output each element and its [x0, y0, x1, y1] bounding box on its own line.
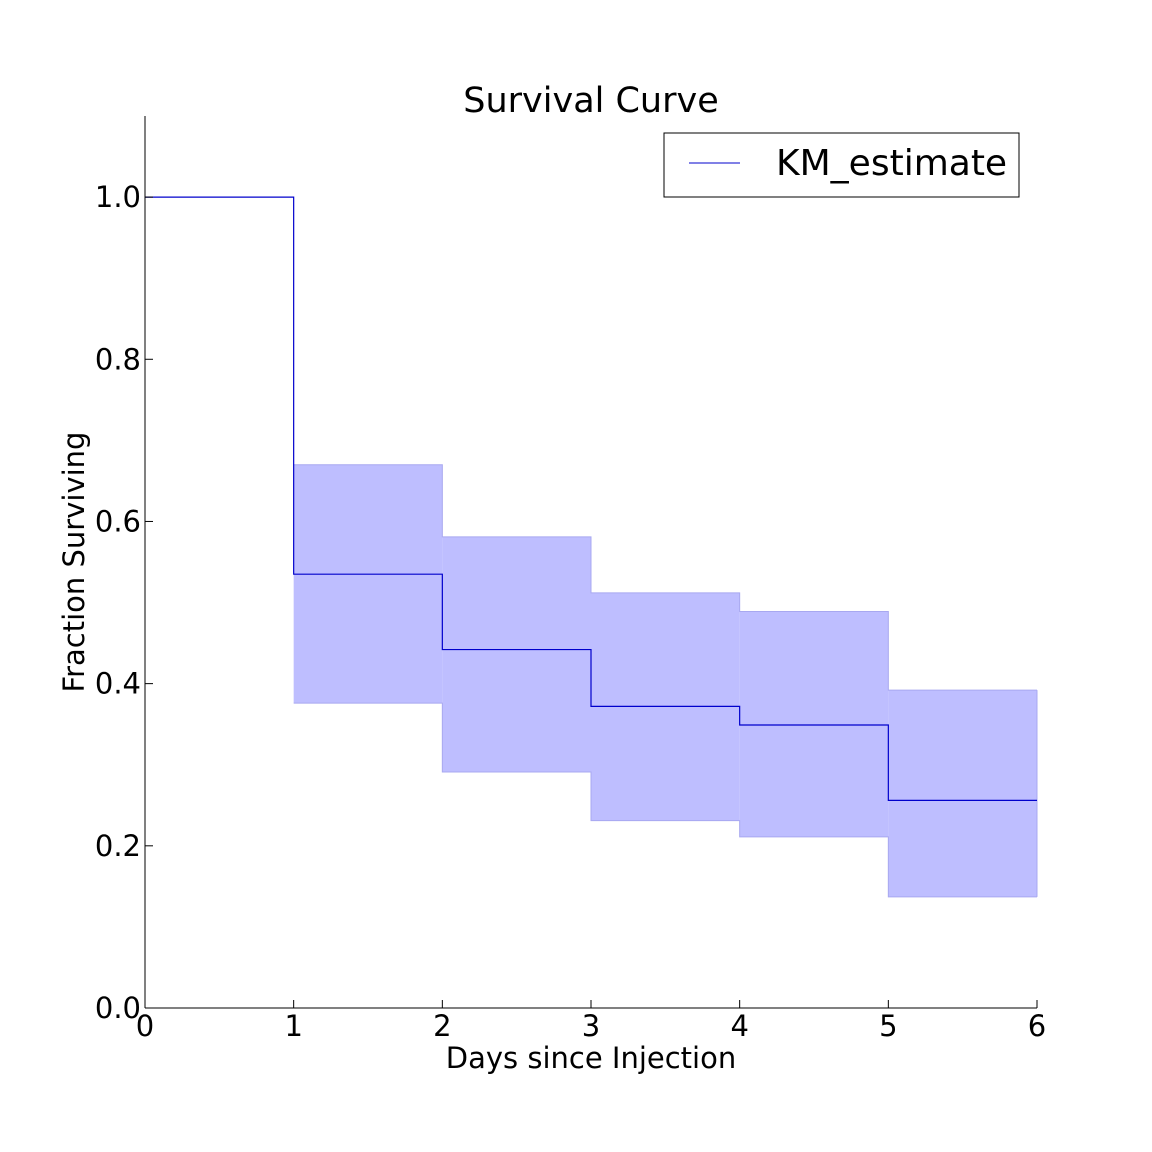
- x-tick-label: 0: [136, 1009, 154, 1043]
- y-axis-ticks: 0.0 0.2 0.4 0.6 0.8 1.0: [95, 180, 153, 1025]
- y-tick-label: 0.0: [95, 991, 141, 1025]
- confidence-band-layer: [293, 464, 1038, 898]
- confidence-band-segment: [293, 464, 443, 704]
- confidence-band-segment: [888, 690, 1037, 897]
- x-tick-label: 3: [582, 1009, 600, 1043]
- confidence-band-upper-edge: [293, 464, 1037, 691]
- x-tick-label: 2: [433, 1009, 451, 1043]
- x-axis-ticks: 0 1 2 3 4 5 6: [136, 1000, 1046, 1043]
- plot-area: 0 1 2 3 4 5 6 0.0 0.2 0.4 0.6 0.8 1.0: [95, 116, 1046, 1043]
- confidence-band-segment: [739, 611, 889, 837]
- series-layer: [145, 196, 1037, 802]
- y-tick-label: 0.4: [95, 667, 141, 701]
- chart-title: Survival Curve: [463, 81, 719, 121]
- series-line-km-estimate: [145, 196, 1037, 802]
- confidence-band-lower-edge: [293, 702, 1037, 898]
- y-tick-label: 0.8: [95, 342, 141, 376]
- y-tick-label: 1.0: [95, 180, 141, 214]
- x-tick-label: 1: [284, 1009, 302, 1043]
- y-axis-label: Fraction Surviving: [57, 432, 91, 693]
- x-axis-label: Days since Injection: [446, 1041, 736, 1075]
- y-tick-label: 0.6: [95, 504, 141, 538]
- legend-label-km-estimate: KM_estimate: [776, 143, 1007, 184]
- x-tick-label: 4: [730, 1009, 748, 1043]
- x-tick-label: 5: [879, 1009, 897, 1043]
- x-tick-label: 6: [1028, 1009, 1046, 1043]
- legend-box: [663, 132, 1020, 198]
- legend: KM_estimate: [663, 132, 1020, 198]
- y-tick-label: 0.2: [95, 829, 141, 863]
- confidence-band-segment: [442, 536, 591, 773]
